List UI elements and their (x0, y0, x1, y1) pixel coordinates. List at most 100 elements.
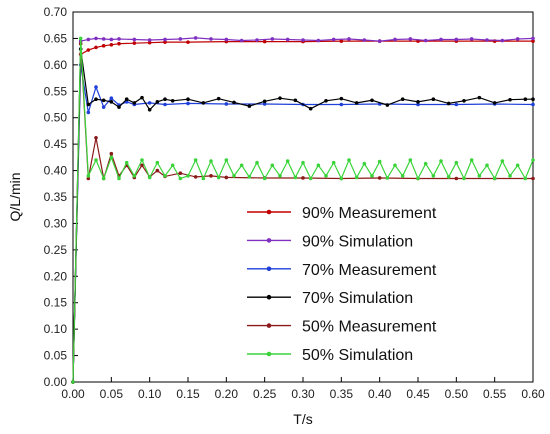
data-point (163, 102, 167, 107)
data-point (147, 38, 152, 42)
data-point (531, 176, 535, 181)
data-point (201, 101, 206, 105)
data-point (239, 163, 244, 168)
data-point (209, 174, 213, 178)
data-point (147, 175, 152, 180)
data-point (193, 158, 198, 162)
data-point (186, 97, 190, 102)
y-tick-label: 0.55 (44, 84, 68, 98)
data-point (163, 37, 167, 42)
data-point (101, 105, 106, 109)
data-point (109, 151, 114, 156)
data-point (408, 37, 413, 41)
data-point (278, 174, 282, 178)
data-point (140, 158, 144, 162)
x-tick-label: 0.00 (61, 387, 85, 401)
data-point (377, 159, 382, 164)
data-point (224, 37, 229, 42)
data-point (163, 40, 167, 44)
x-tick-label: 0.20 (215, 387, 239, 401)
data-point (132, 37, 137, 42)
y-tick-label: 0.65 (44, 31, 68, 45)
data-point (117, 176, 121, 181)
data-point (86, 174, 91, 178)
legend-label: 50% Measurement (302, 319, 437, 336)
data-point (262, 99, 267, 104)
data-point (385, 103, 390, 107)
x-tick-label: 0.55 (483, 387, 507, 401)
x-tick-label: 0.45 (406, 387, 430, 401)
data-point (308, 106, 313, 111)
data-point (531, 36, 535, 41)
data-point (308, 176, 313, 181)
data-point (500, 159, 505, 163)
data-point (262, 39, 267, 44)
data-point (86, 102, 91, 107)
legend-entry: 50% Simulation (247, 347, 413, 364)
data-point (492, 101, 497, 105)
data-point (485, 38, 489, 42)
y-tick-label: 0.50 (44, 111, 68, 125)
data-point (393, 163, 397, 168)
data-point (155, 100, 160, 104)
data-point (431, 97, 436, 102)
data-point (109, 42, 114, 47)
data-point (293, 175, 298, 180)
legend-swatch-marker (266, 323, 272, 328)
data-point (301, 176, 305, 180)
data-point (377, 176, 382, 180)
series-line (72, 48, 533, 383)
data-point (469, 37, 474, 41)
data-point (331, 160, 336, 165)
data-point (94, 97, 98, 102)
legend-swatch-marker (266, 209, 272, 215)
data-point (469, 158, 474, 162)
data-point (224, 102, 229, 106)
data-point (101, 98, 106, 103)
data-point (178, 171, 183, 176)
legend-swatch-marker (266, 266, 272, 272)
data-point (117, 105, 121, 109)
x-tick-label: 0.50 (445, 387, 469, 401)
data-point (515, 163, 520, 168)
data-point (94, 158, 98, 162)
y-tick-label: 0.60 (44, 58, 68, 72)
data-point (170, 99, 175, 103)
data-point (339, 39, 344, 43)
data-point (347, 37, 351, 41)
x-tick-label: 0.05 (100, 387, 124, 401)
data-point (339, 102, 344, 107)
data-point (94, 136, 98, 140)
legend-entry: 90% Simulation (247, 233, 413, 250)
data-point (354, 175, 359, 180)
data-point (132, 41, 137, 45)
data-point (362, 38, 367, 42)
series-6 (71, 36, 535, 384)
data-point (262, 176, 267, 181)
data-point (101, 44, 106, 48)
series-layer (71, 36, 535, 384)
data-point (224, 158, 229, 162)
data-point (255, 160, 259, 165)
data-point (86, 110, 91, 115)
data-point (454, 176, 459, 181)
data-point (339, 176, 344, 181)
data-point (454, 160, 459, 165)
data-point (362, 161, 367, 166)
data-point (477, 95, 482, 100)
data-point (232, 100, 236, 105)
data-point (255, 38, 259, 42)
data-point (324, 99, 328, 103)
y-axis-title: Q/L/min (7, 172, 23, 221)
data-point (301, 38, 305, 42)
data-point (370, 174, 374, 178)
data-point (270, 37, 275, 41)
data-point (163, 174, 167, 178)
y-tick-label: 0.20 (44, 269, 68, 283)
axes: 0.00 0.05 0.10 0.15 0.20 0.25 0.30 0.35 0.40 0.45… (44, 5, 545, 401)
y-tick-label: 0.25 (44, 243, 68, 257)
data-point (201, 176, 206, 181)
data-point (71, 380, 75, 384)
series-1 (71, 39, 535, 384)
data-point (94, 45, 98, 50)
